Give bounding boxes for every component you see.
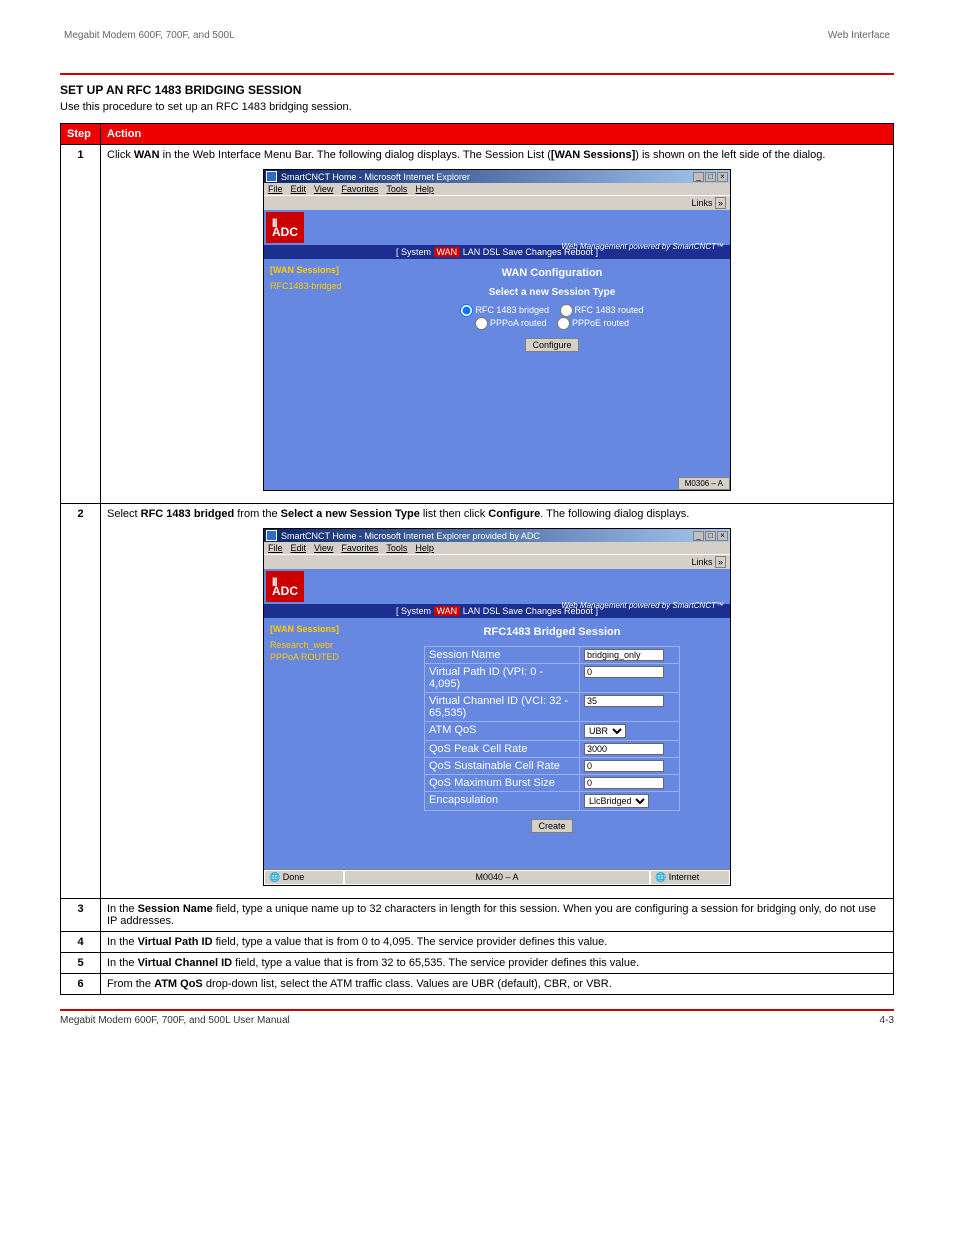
ie-icon: [266, 171, 277, 182]
header-rule: [60, 73, 894, 75]
links-label[interactable]: Links: [691, 557, 712, 567]
step-num: 2: [61, 504, 101, 899]
panel-title: RFC1483 Bridged Session: [384, 626, 720, 638]
footer-right: 4-3: [880, 1015, 894, 1026]
radio-pppoa-routed[interactable]: PPPoA routed: [475, 318, 547, 328]
session-item[interactable]: RFC1483-bridged: [270, 281, 368, 291]
setup-table: Step Action 1 Click WAN in the Web Inter…: [60, 123, 894, 995]
panel-title: WAN Configuration: [384, 267, 720, 279]
doc-title-right: Web Interface: [828, 30, 890, 41]
ie-menubar[interactable]: File Edit View Favorites Tools Help: [264, 542, 730, 554]
create-button[interactable]: Create: [531, 819, 572, 833]
section-heading: SET UP AN RFC 1483 BRIDGING SESSION: [60, 83, 894, 97]
version-label: M0306 – A: [678, 477, 730, 490]
field-label: Virtual Channel ID (VCI: 32 - 65,535): [425, 693, 580, 722]
radio-pppoe-routed[interactable]: PPPoE routed: [557, 318, 629, 328]
wan-sessions-heading: [WAN Sessions]: [270, 624, 368, 634]
session-item[interactable]: PPPoA ROUTED: [270, 652, 368, 662]
step-num: 6: [61, 974, 101, 995]
col-step: Step: [61, 124, 101, 145]
session-item[interactable]: Research_webr: [270, 640, 368, 650]
vci-input[interactable]: [584, 695, 664, 707]
step-num: 3: [61, 899, 101, 932]
adc-logo: |||ADC: [266, 571, 304, 602]
links-label[interactable]: Links: [691, 198, 712, 208]
footer-left: Megabit Modem 600F, 700F, and 500L User …: [60, 1015, 290, 1026]
step-num: 1: [61, 145, 101, 504]
field-label: ATM QoS: [425, 722, 580, 741]
doc-title-left: Megabit Modem 600F, 700F, and 500L: [64, 30, 235, 41]
max-burst-size-input[interactable]: [584, 777, 664, 789]
field-label: Encapsulation: [425, 792, 580, 811]
screenshot-wan-config: SmartCNCT Home - Microsoft Internet Expl…: [263, 169, 731, 491]
window-buttons[interactable]: _□×: [692, 171, 728, 182]
radio-rfc1483-routed[interactable]: RFC 1483 routed: [560, 305, 644, 315]
tagline: Web Management powered by SmartCNCT™: [561, 601, 724, 610]
step-num: 5: [61, 953, 101, 974]
go-button[interactable]: »: [715, 556, 726, 568]
adc-logo: |||ADC: [266, 212, 304, 243]
field-label: QoS Maximum Burst Size: [425, 775, 580, 792]
tagline: Web Management powered by SmartCNCT™: [561, 242, 724, 251]
col-action: Action: [101, 124, 894, 145]
vpi-input[interactable]: [584, 666, 664, 678]
section-intro: Use this procedure to set up an RFC 1483…: [60, 101, 894, 113]
radio-rfc1483-bridged[interactable]: RFC 1483 bridged: [460, 305, 549, 315]
sustainable-cell-rate-input[interactable]: [584, 760, 664, 772]
table-row: 2 Select RFC 1483 bridged from the Selec…: [61, 504, 894, 899]
table-row: 4 In the Virtual Path ID field, type a v…: [61, 932, 894, 953]
ie-icon: [266, 530, 277, 541]
wan-sessions-heading: [WAN Sessions]: [270, 265, 368, 275]
session-name-input[interactable]: [584, 649, 664, 661]
table-row: 5 In the Virtual Channel ID field, type …: [61, 953, 894, 974]
table-row: 1 Click WAN in the Web Interface Menu Ba…: [61, 145, 894, 504]
encapsulation-select[interactable]: LlcBridged: [584, 794, 649, 808]
table-row: 3 In the Session Name field, type a uniq…: [61, 899, 894, 932]
field-label: QoS Sustainable Cell Rate: [425, 758, 580, 775]
go-button[interactable]: »: [715, 197, 726, 209]
atm-qos-select[interactable]: UBR: [584, 724, 626, 738]
peak-cell-rate-input[interactable]: [584, 743, 664, 755]
ie-statusbar: 🌐 Done M0040 – A 🌐 Internet: [264, 869, 730, 885]
window-title: SmartCNCT Home - Microsoft Internet Expl…: [281, 531, 540, 541]
field-label: Virtual Path ID (VPI: 0 - 4,095): [425, 664, 580, 693]
window-title: SmartCNCT Home - Microsoft Internet Expl…: [281, 172, 470, 182]
session-form: Session Name Virtual Path ID (VPI: 0 - 4…: [424, 646, 680, 811]
step-num: 4: [61, 932, 101, 953]
configure-button[interactable]: Configure: [525, 338, 578, 352]
field-label: Session Name: [425, 647, 580, 664]
table-row: 6 From the ATM QoS drop-down list, selec…: [61, 974, 894, 995]
ie-menubar[interactable]: File Edit View Favorites Tools Help: [264, 183, 730, 195]
field-label: QoS Peak Cell Rate: [425, 741, 580, 758]
screenshot-bridged-session: SmartCNCT Home - Microsoft Internet Expl…: [263, 528, 731, 886]
window-buttons[interactable]: _□×: [692, 530, 728, 541]
panel-subtitle: Select a new Session Type: [384, 287, 720, 298]
